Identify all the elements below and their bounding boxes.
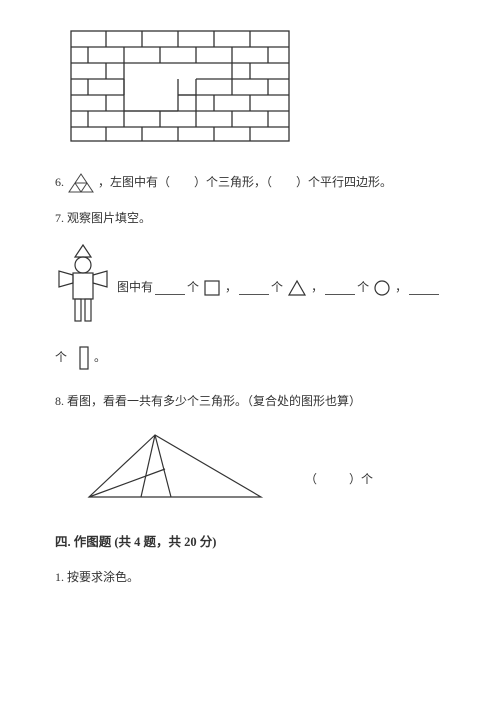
question-7-label: 7. 观察图片填空。 <box>55 208 445 230</box>
blank-input[interactable] <box>239 281 269 295</box>
q7-ge-last: 个 <box>55 347 67 369</box>
compound-triangle-icon <box>85 431 265 501</box>
question-8-figure: （ ）个 <box>85 431 445 501</box>
q6-triangle-icon <box>67 172 95 194</box>
blank-input[interactable] <box>155 281 185 295</box>
brick-wall-figure <box>70 30 445 150</box>
circle-icon <box>372 278 392 298</box>
robot-figure-icon <box>55 243 111 333</box>
q6-text1: ，左图中有（ <box>98 172 170 194</box>
q6-text2: ）个三角形，（ <box>194 172 272 194</box>
q6-text3: ）个平行四边形。 <box>296 172 392 194</box>
q8-answer-paren: （ ）个 <box>305 469 373 491</box>
q6-prefix: 6. <box>55 172 64 194</box>
brick-wall-svg <box>70 30 290 142</box>
question-7-body: 图中有 个 ， 个 ， 个 ， 个 。 <box>55 243 445 371</box>
section-4-sub1: 1. 按要求涂色。 <box>55 567 445 589</box>
square-icon <box>202 278 222 298</box>
rectangle-icon <box>77 345 91 371</box>
question-8-label: 8. 看图，看看一共有多少个三角形。（复合处的图形也算） <box>55 391 445 413</box>
question-6: 6. ，左图中有（ ）个三角形，（ ）个平行四边形。 <box>55 172 445 194</box>
blank-input[interactable] <box>325 281 355 295</box>
triangle-icon <box>286 278 308 298</box>
blank-input[interactable] <box>409 281 439 295</box>
q7-prefix: 图中有 <box>117 277 153 299</box>
section-4-title: 四. 作图题 (共 4 题，共 20 分) <box>55 531 445 554</box>
